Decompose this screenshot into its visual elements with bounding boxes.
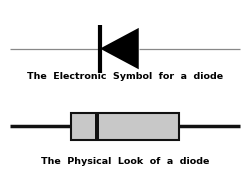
Polygon shape xyxy=(100,28,139,69)
Bar xyxy=(71,112,179,140)
Text: The  Physical  Look  of  a  diode: The Physical Look of a diode xyxy=(41,157,209,166)
Bar xyxy=(95,112,100,140)
Text: The  Electronic  Symbol  for  a  diode: The Electronic Symbol for a diode xyxy=(27,72,223,81)
